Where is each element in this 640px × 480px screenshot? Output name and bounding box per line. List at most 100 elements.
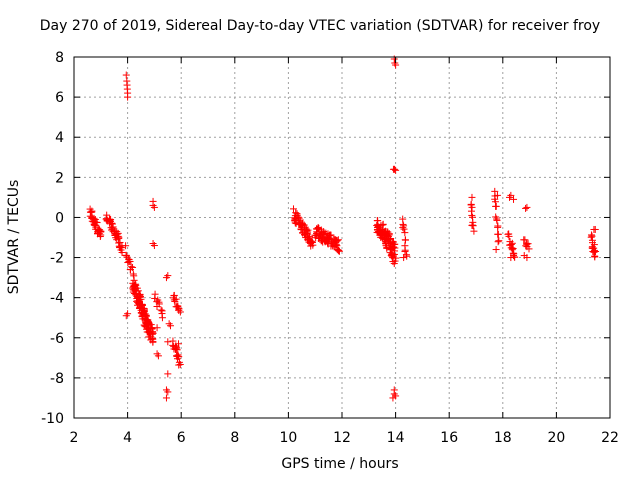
- data-point: [495, 237, 503, 245]
- data-point: [150, 203, 158, 211]
- data-point: [175, 340, 183, 348]
- data-point: [164, 388, 172, 396]
- x-tick-label: 20: [547, 430, 565, 446]
- data-point: [126, 266, 134, 274]
- data-point: [521, 236, 529, 244]
- data-point: [115, 235, 123, 243]
- data-point: [134, 287, 142, 295]
- data-point: [403, 252, 411, 260]
- data-point: [492, 246, 500, 254]
- data-point: [122, 71, 130, 79]
- x-tick-label: 16: [440, 430, 458, 446]
- y-axis-ticks: -10 -8 -6 -4 -2 0 2 4 6 8: [41, 50, 610, 427]
- x-axis-label: GPS time / hours: [281, 456, 399, 472]
- data-point: [468, 193, 476, 201]
- data-point: [525, 245, 533, 253]
- data-point: [401, 248, 409, 256]
- y-tick-label: -10: [41, 411, 64, 427]
- data-point: [147, 321, 155, 329]
- data-point: [151, 290, 159, 298]
- data-point: [165, 320, 173, 328]
- data-point: [392, 166, 400, 174]
- data-points: [86, 55, 600, 402]
- data-point: [334, 236, 342, 244]
- data-point: [122, 252, 130, 260]
- data-point: [149, 338, 157, 346]
- y-tick-label: 2: [55, 170, 64, 186]
- data-point: [333, 237, 341, 245]
- data-point: [400, 254, 408, 262]
- y-tick-label: 0: [55, 210, 64, 226]
- data-point: [124, 310, 132, 318]
- x-tick-label: 6: [177, 430, 186, 446]
- data-point: [302, 225, 310, 233]
- data-point: [164, 338, 172, 346]
- data-point: [401, 236, 409, 244]
- data-point: [467, 200, 475, 208]
- data-point: [172, 295, 180, 303]
- data-point: [158, 307, 166, 315]
- y-tick-label: 8: [55, 50, 64, 66]
- data-point: [164, 370, 172, 378]
- data-point: [162, 394, 170, 402]
- x-tick-label: 8: [230, 430, 239, 446]
- data-point: [176, 360, 184, 368]
- grid: [74, 57, 610, 418]
- data-point: [153, 350, 161, 358]
- data-point: [138, 300, 146, 308]
- data-point: [108, 219, 116, 227]
- data-point: [590, 248, 598, 256]
- data-point: [468, 203, 476, 211]
- x-tick-label: 10: [279, 430, 297, 446]
- data-point: [153, 324, 161, 332]
- data-point: [493, 191, 501, 199]
- data-point: [176, 308, 184, 316]
- y-tick-label: 6: [55, 90, 64, 106]
- data-point: [118, 249, 126, 257]
- data-point: [505, 232, 513, 240]
- data-point: [304, 228, 312, 236]
- x-tick-label: 14: [387, 430, 405, 446]
- data-point: [309, 241, 317, 249]
- x-tick-label: 18: [494, 430, 512, 446]
- data-point: [522, 204, 530, 212]
- data-point: [124, 93, 132, 101]
- data-point: [127, 263, 135, 271]
- x-axis-ticks: 2 4 6 8 10 12 14 16 18 20 22: [70, 57, 619, 446]
- data-point: [175, 353, 183, 361]
- data-point: [391, 165, 399, 173]
- data-point: [125, 258, 133, 266]
- data-point: [468, 221, 476, 229]
- data-point: [142, 312, 150, 320]
- data-point: [507, 191, 515, 199]
- x-tick-label: 2: [70, 430, 79, 446]
- data-point: [390, 260, 398, 268]
- data-point: [468, 211, 476, 219]
- data-point: [155, 300, 163, 308]
- data-point: [169, 337, 177, 345]
- data-point: [149, 329, 157, 337]
- data-point: [293, 210, 301, 218]
- y-tick-label: -4: [50, 291, 64, 307]
- y-tick-label: -2: [50, 251, 64, 267]
- x-tick-label: 12: [333, 430, 351, 446]
- data-point: [507, 240, 515, 248]
- data-point: [175, 306, 183, 314]
- data-point: [492, 202, 500, 210]
- data-point: [93, 219, 101, 227]
- data-point: [591, 252, 599, 260]
- data-point: [312, 234, 320, 242]
- data-point: [591, 225, 599, 233]
- data-point: [108, 220, 116, 228]
- data-point: [122, 242, 130, 250]
- data-point: [510, 253, 518, 261]
- data-point: [335, 247, 343, 255]
- data-point: [289, 205, 297, 213]
- data-point: [148, 328, 156, 336]
- data-point: [510, 252, 518, 260]
- data-point: [523, 203, 531, 211]
- data-point: [494, 223, 502, 231]
- data-point: [510, 195, 518, 203]
- data-point: [97, 228, 105, 236]
